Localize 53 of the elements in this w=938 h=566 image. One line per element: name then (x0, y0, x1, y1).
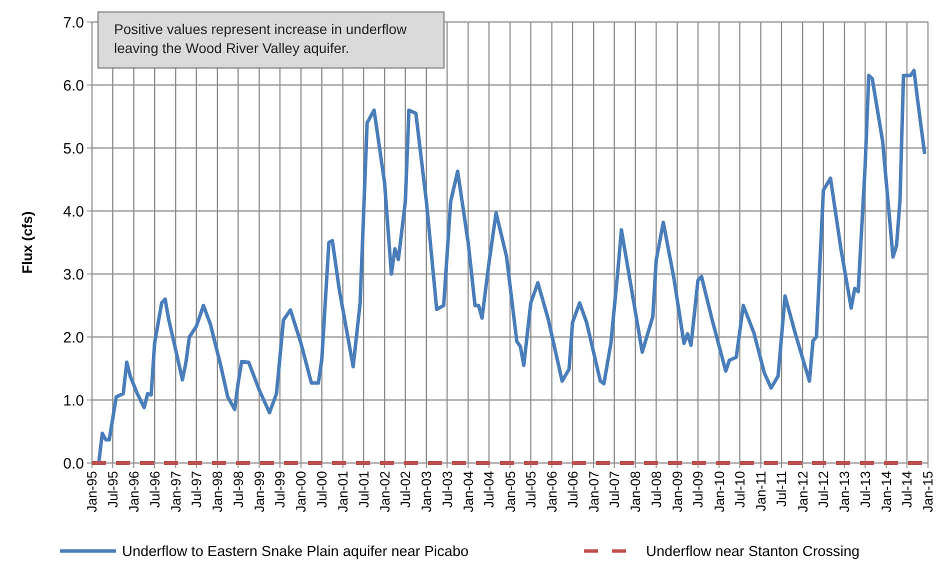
x-tick-label: Jul-14 (900, 470, 915, 508)
x-tick-label: Jul-97 (189, 471, 204, 508)
y-tick-label: 3.0 (63, 266, 84, 284)
x-tick-label: Jul-06 (565, 471, 580, 508)
x-tick-label: Jul-03 (440, 471, 455, 508)
x-tick-label: Jan-08 (628, 471, 644, 512)
x-tick-label: Jul-08 (648, 471, 664, 508)
x-tick-label: Jan-98 (210, 471, 226, 512)
x-tick-label: Jan-04 (460, 470, 476, 512)
x-tick-label: Jan-13 (837, 471, 852, 512)
x-tick-label: Jan-11 (754, 471, 769, 512)
x-tick-label: Jan-07 (586, 471, 602, 512)
x-tick-label: Jan-10 (712, 471, 727, 512)
x-tick-label: Jul-07 (607, 471, 622, 508)
x-tick-label: Jan-02 (377, 471, 392, 512)
y-tick-label: 5.0 (63, 140, 84, 158)
x-tick-label: Jul-09 (690, 471, 706, 508)
y-tick-label: 1.0 (63, 392, 84, 410)
x-tick-label: Jan-09 (670, 471, 685, 512)
x-tick-label: Jul-12 (816, 471, 832, 508)
y-tick-label: 2.0 (63, 329, 84, 346)
legend-label: Underflow near Stanton Crossing (646, 544, 860, 560)
x-tick-label: Jan-01 (336, 471, 351, 512)
y-axis-title: Flux (cfs) (19, 211, 35, 274)
x-tick-label: Jan-96 (126, 471, 142, 512)
x-tick-label: Jul-11 (774, 471, 790, 507)
x-tick-label: Jan-03 (419, 471, 434, 512)
annotation: Positive values represent increase in underflow leaving the Wood River Valley aquifer. (114, 21, 408, 56)
legend-label: Underflow to Eastern Snake Plain aquifer near Picabo (122, 544, 469, 560)
x-tick-label: Jan-99 (252, 471, 267, 512)
y-tick-label: 6.0 (63, 77, 84, 94)
x-tick-label: Jul-10 (732, 471, 748, 508)
x-tick-label: Jul-13 (858, 471, 873, 508)
y-tick-label: 7.0 (63, 14, 84, 32)
y-tick-label: 4.0 (63, 203, 84, 220)
x-tick-label: Jan-12 (795, 471, 810, 512)
x-tick-label: Jan-05 (502, 471, 518, 512)
x-tick-label: Jul-00 (314, 471, 330, 508)
y-tick-label: 0.0 (63, 455, 84, 472)
x-tick-label: Jan-97 (168, 471, 184, 512)
x-tick-label: Jan-00 (294, 471, 309, 512)
x-tick-label: Jul-02 (398, 471, 414, 508)
x-tick-label: Jan-14 (878, 470, 894, 512)
x-tick-label: Jul-95 (105, 471, 120, 508)
x-tick-label: Jan-95 (84, 471, 100, 512)
x-tick-label: Jul-98 (230, 471, 246, 508)
x-tick-label: Jan-06 (544, 471, 560, 512)
x-tick-label: Jul-96 (147, 471, 162, 508)
x-tick-label: Jul-05 (523, 471, 538, 508)
x-tick-label: Jan-15 (920, 471, 936, 512)
x-tick-label: Jul-01 (356, 471, 372, 508)
x-tick-label: Jul-04 (482, 470, 497, 508)
x-tick-label: Jul-99 (272, 471, 288, 508)
